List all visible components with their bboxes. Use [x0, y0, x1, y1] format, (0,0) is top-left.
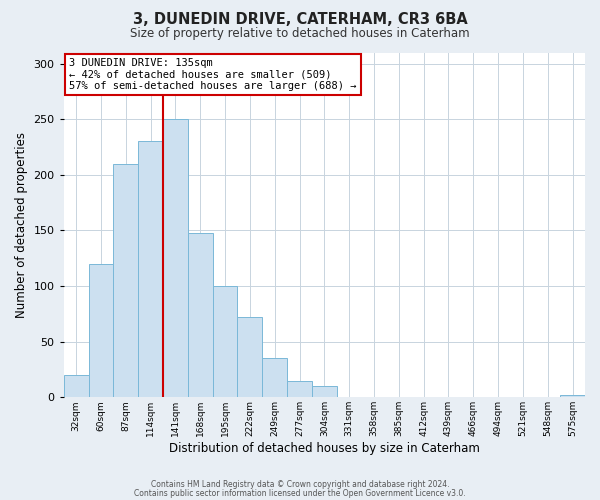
- X-axis label: Distribution of detached houses by size in Caterham: Distribution of detached houses by size …: [169, 442, 480, 455]
- Text: Size of property relative to detached houses in Caterham: Size of property relative to detached ho…: [130, 28, 470, 40]
- Bar: [89, 264, 113, 398]
- Y-axis label: Number of detached properties: Number of detached properties: [15, 132, 28, 318]
- Bar: [163, 119, 188, 398]
- Bar: [560, 395, 585, 398]
- Bar: [287, 380, 312, 398]
- Bar: [312, 386, 337, 398]
- Bar: [262, 358, 287, 398]
- Text: Contains public sector information licensed under the Open Government Licence v3: Contains public sector information licen…: [134, 488, 466, 498]
- Bar: [238, 317, 262, 398]
- Text: 3 DUNEDIN DRIVE: 135sqm
← 42% of detached houses are smaller (509)
57% of semi-d: 3 DUNEDIN DRIVE: 135sqm ← 42% of detache…: [69, 58, 356, 91]
- Bar: [64, 375, 89, 398]
- Bar: [212, 286, 238, 398]
- Text: 3, DUNEDIN DRIVE, CATERHAM, CR3 6BA: 3, DUNEDIN DRIVE, CATERHAM, CR3 6BA: [133, 12, 467, 28]
- Bar: [188, 232, 212, 398]
- Bar: [113, 164, 138, 398]
- Text: Contains HM Land Registry data © Crown copyright and database right 2024.: Contains HM Land Registry data © Crown c…: [151, 480, 449, 489]
- Bar: [138, 142, 163, 398]
